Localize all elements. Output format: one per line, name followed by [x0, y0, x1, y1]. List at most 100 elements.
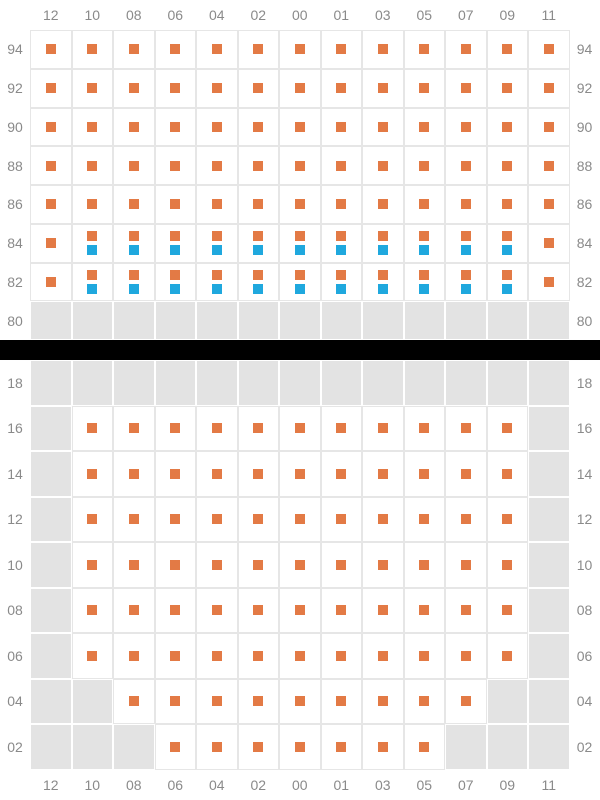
- seat-cell[interactable]: [279, 633, 321, 679]
- seat-cell[interactable]: [238, 146, 280, 185]
- seat-icon[interactable]: [336, 199, 346, 209]
- seat-cell[interactable]: [155, 497, 197, 543]
- seat-cell[interactable]: [279, 406, 321, 452]
- seat-icon[interactable]: [129, 122, 139, 132]
- seat-cell[interactable]: [238, 263, 280, 302]
- seat-icon[interactable]: [419, 469, 429, 479]
- seat-cell[interactable]: [113, 679, 155, 725]
- seat-cell[interactable]: [196, 679, 238, 725]
- seat-icon[interactable]: [378, 469, 388, 479]
- seat-cell[interactable]: [487, 108, 529, 147]
- seat-icon[interactable]: [170, 560, 180, 570]
- seat-icon[interactable]: [502, 161, 512, 171]
- seat-icon[interactable]: [378, 270, 388, 280]
- seat-cell[interactable]: [279, 224, 321, 263]
- seat-cell[interactable]: [362, 146, 404, 185]
- seat-cell[interactable]: [528, 185, 570, 224]
- seat-cell[interactable]: [487, 30, 529, 69]
- seat-icon[interactable]: [295, 742, 305, 752]
- seat-cell[interactable]: [196, 724, 238, 770]
- seat-icon[interactable]: [295, 270, 305, 280]
- seat-icon[interactable]: [295, 651, 305, 661]
- seat-icon[interactable]: [461, 423, 471, 433]
- seat-cell[interactable]: [196, 588, 238, 634]
- seat-icon[interactable]: [502, 560, 512, 570]
- seat-cell[interactable]: [362, 185, 404, 224]
- seat-pair[interactable]: [253, 231, 263, 255]
- seat-cell[interactable]: [487, 542, 529, 588]
- seat-icon[interactable]: [87, 284, 97, 294]
- seat-icon[interactable]: [170, 514, 180, 524]
- seat-cell[interactable]: [445, 146, 487, 185]
- seat-cell[interactable]: [445, 224, 487, 263]
- seat-cell[interactable]: [196, 263, 238, 302]
- seat-icon[interactable]: [295, 199, 305, 209]
- seat-cell[interactable]: [279, 542, 321, 588]
- seat-icon[interactable]: [295, 161, 305, 171]
- seat-cell[interactable]: [528, 30, 570, 69]
- seat-icon[interactable]: [419, 161, 429, 171]
- seat-cell[interactable]: [30, 185, 72, 224]
- seat-cell[interactable]: [528, 69, 570, 108]
- seat-cell[interactable]: [113, 224, 155, 263]
- seat-icon[interactable]: [87, 605, 97, 615]
- seat-cell[interactable]: [321, 542, 363, 588]
- seat-icon[interactable]: [295, 469, 305, 479]
- seat-icon[interactable]: [170, 742, 180, 752]
- seat-cell[interactable]: [113, 588, 155, 634]
- seat-cell[interactable]: [238, 69, 280, 108]
- seat-icon[interactable]: [170, 270, 180, 280]
- seat-icon[interactable]: [253, 469, 263, 479]
- seat-icon[interactable]: [129, 605, 139, 615]
- seat-cell[interactable]: [528, 146, 570, 185]
- seat-cell[interactable]: [445, 497, 487, 543]
- seat-cell[interactable]: [279, 263, 321, 302]
- seat-icon[interactable]: [212, 469, 222, 479]
- seat-pair[interactable]: [295, 270, 305, 294]
- seat-cell[interactable]: [362, 542, 404, 588]
- seat-icon[interactable]: [46, 277, 56, 287]
- seat-icon[interactable]: [129, 270, 139, 280]
- seat-cell[interactable]: [445, 679, 487, 725]
- seat-icon[interactable]: [129, 44, 139, 54]
- seat-icon[interactable]: [336, 44, 346, 54]
- seat-icon[interactable]: [87, 83, 97, 93]
- seat-icon[interactable]: [253, 44, 263, 54]
- seat-icon[interactable]: [336, 514, 346, 524]
- seat-cell[interactable]: [362, 224, 404, 263]
- seat-icon[interactable]: [544, 277, 554, 287]
- seat-icon[interactable]: [253, 514, 263, 524]
- seat-icon[interactable]: [378, 605, 388, 615]
- seat-icon[interactable]: [253, 83, 263, 93]
- seat-cell[interactable]: [72, 451, 114, 497]
- seat-icon[interactable]: [129, 469, 139, 479]
- seat-cell[interactable]: [404, 263, 446, 302]
- seat-icon[interactable]: [461, 44, 471, 54]
- seat-icon[interactable]: [419, 605, 429, 615]
- seat-cell[interactable]: [72, 542, 114, 588]
- seat-cell[interactable]: [404, 108, 446, 147]
- seat-cell[interactable]: [321, 451, 363, 497]
- seat-icon[interactable]: [544, 199, 554, 209]
- seat-icon[interactable]: [461, 199, 471, 209]
- seat-cell[interactable]: [362, 724, 404, 770]
- seat-icon[interactable]: [502, 284, 512, 294]
- seat-icon[interactable]: [502, 270, 512, 280]
- seat-cell[interactable]: [362, 451, 404, 497]
- seat-icon[interactable]: [461, 284, 471, 294]
- seat-icon[interactable]: [461, 161, 471, 171]
- seat-icon[interactable]: [46, 122, 56, 132]
- seat-icon[interactable]: [295, 231, 305, 241]
- seat-cell[interactable]: [279, 497, 321, 543]
- seat-cell[interactable]: [528, 263, 570, 302]
- seat-icon[interactable]: [544, 238, 554, 248]
- seat-icon[interactable]: [87, 161, 97, 171]
- seat-cell[interactable]: [404, 724, 446, 770]
- seat-cell[interactable]: [196, 451, 238, 497]
- seat-cell[interactable]: [404, 451, 446, 497]
- seat-icon[interactable]: [378, 231, 388, 241]
- seat-cell[interactable]: [155, 724, 197, 770]
- seat-icon[interactable]: [212, 245, 222, 255]
- seat-icon[interactable]: [212, 651, 222, 661]
- seat-cell[interactable]: [155, 633, 197, 679]
